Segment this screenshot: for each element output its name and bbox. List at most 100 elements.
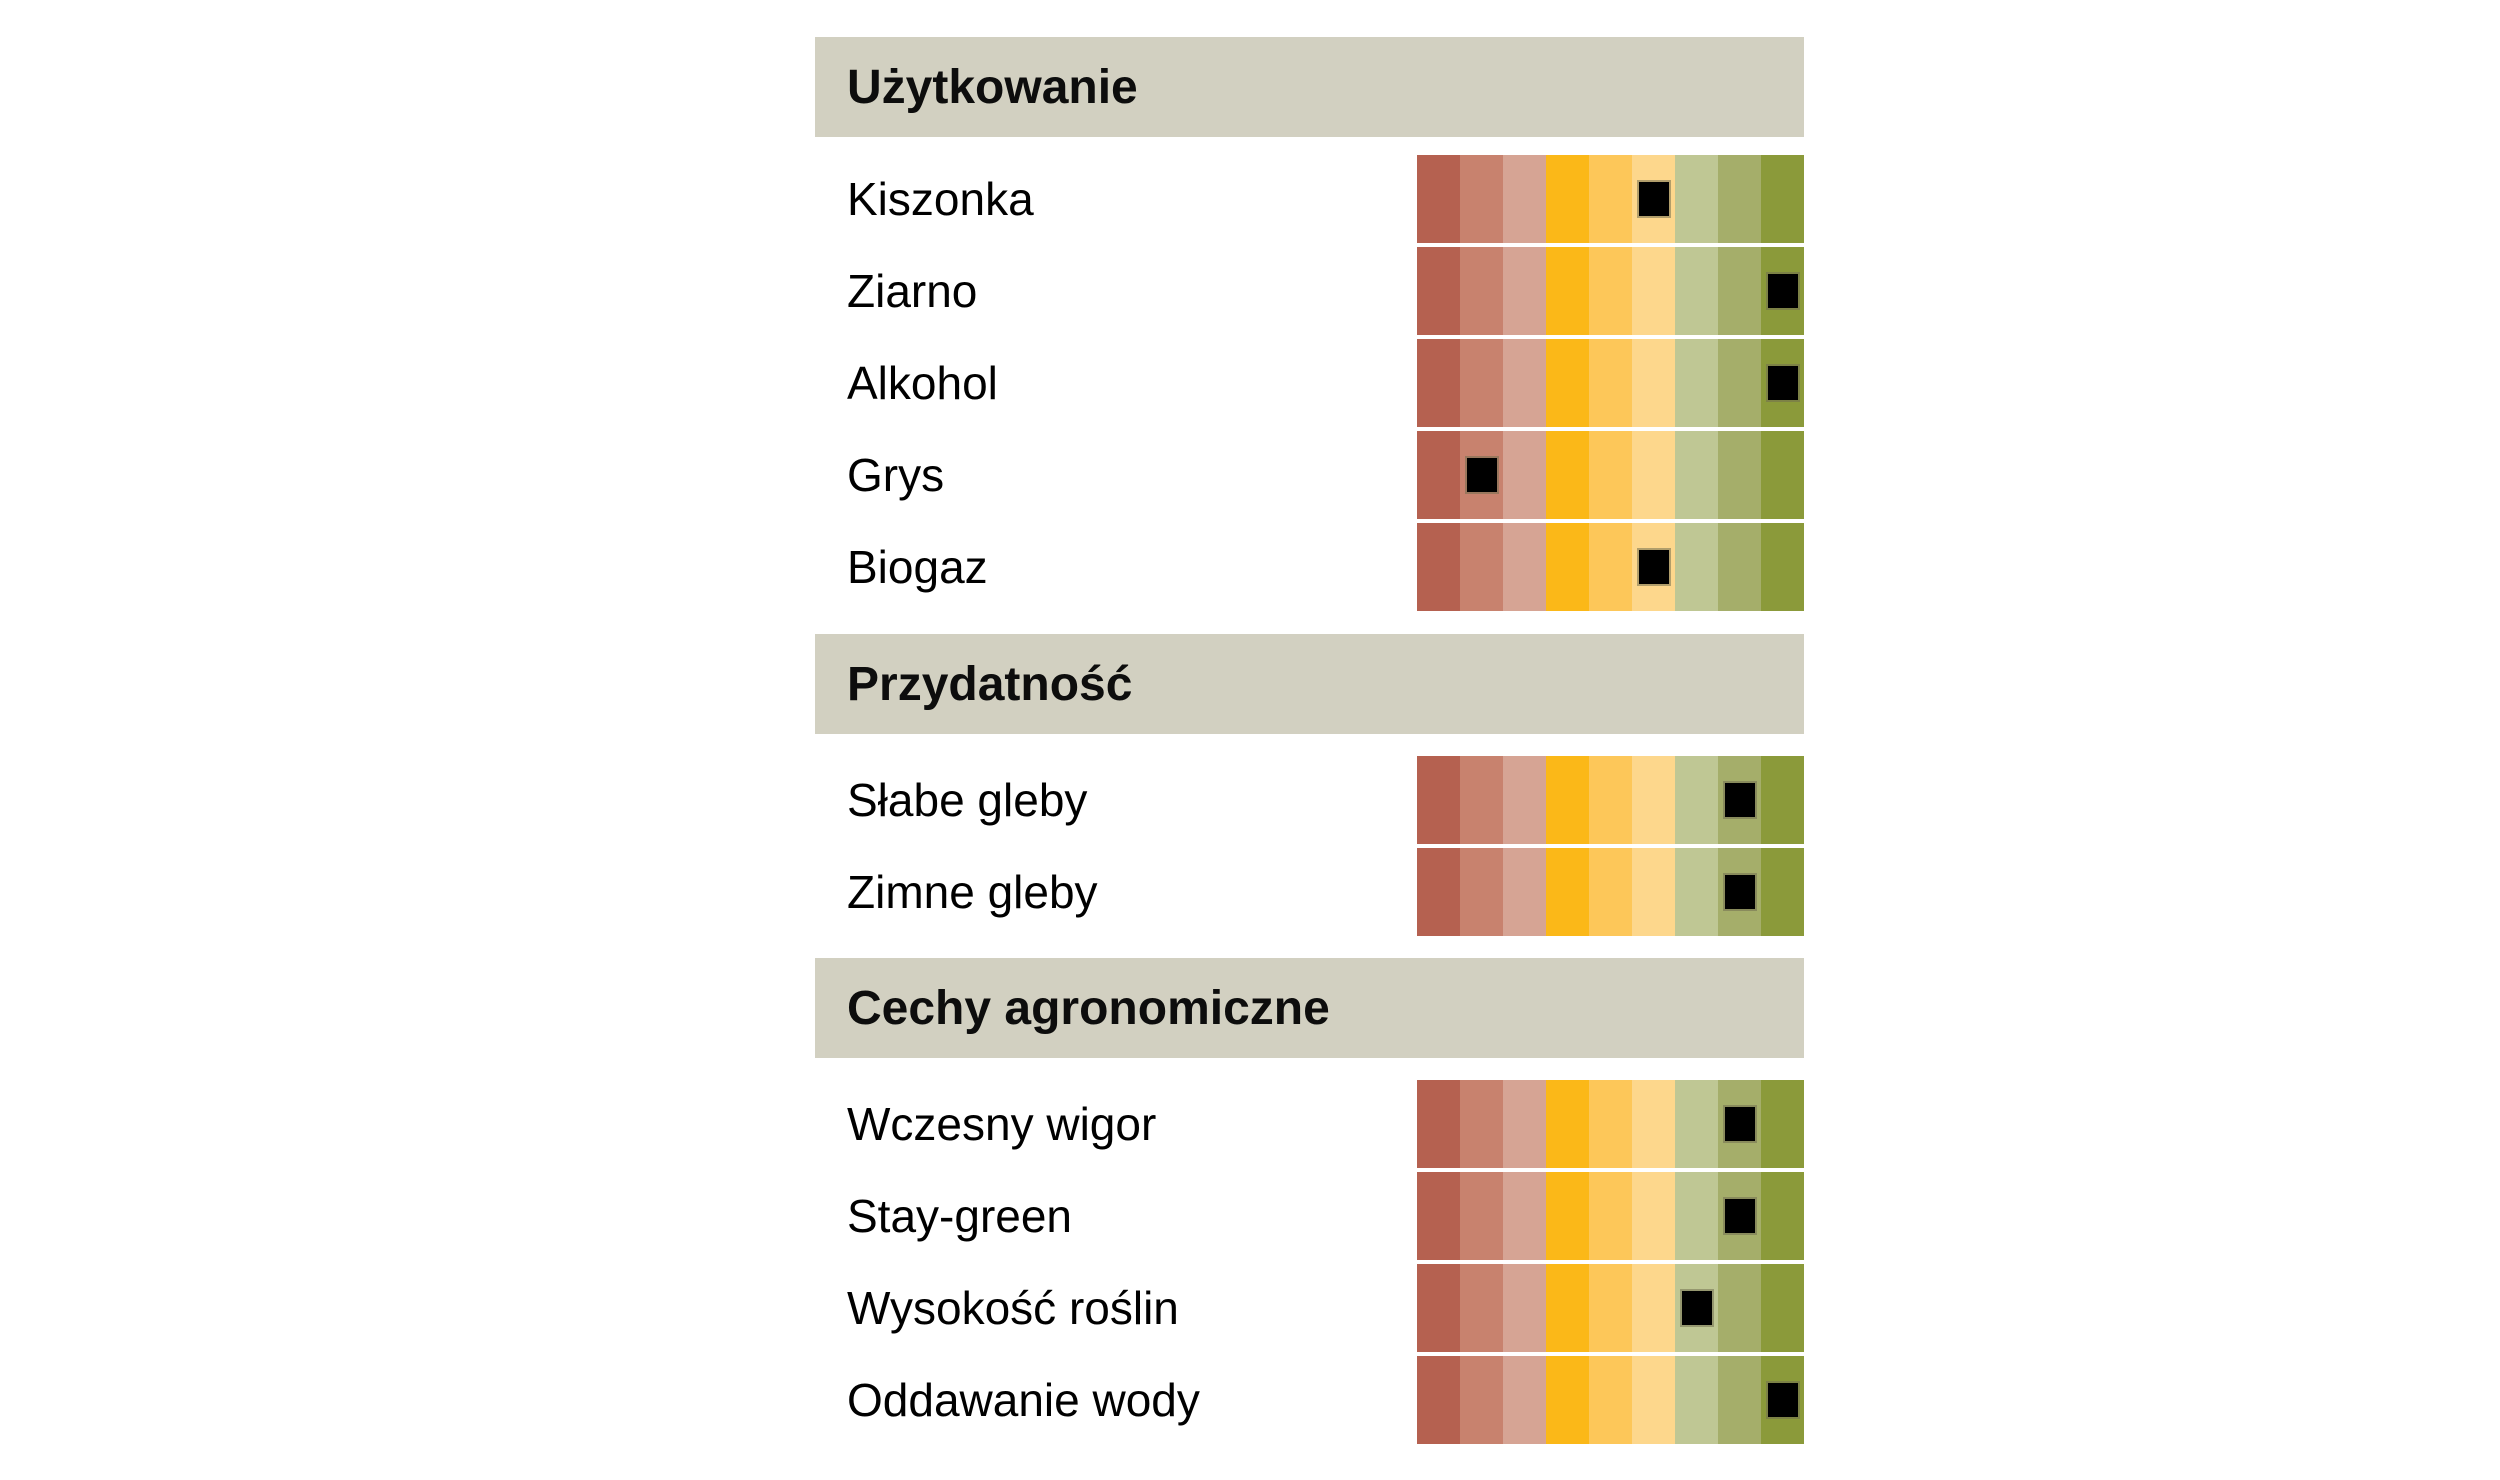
rating-segment-1 xyxy=(1417,848,1460,936)
rating-segment-3 xyxy=(1503,431,1546,519)
rating-segment-5 xyxy=(1589,756,1632,844)
rating-segment-6 xyxy=(1632,1264,1675,1352)
rating-segment-9 xyxy=(1761,756,1804,844)
rating-segment-2 xyxy=(1460,1080,1503,1168)
rating-segment-4 xyxy=(1546,848,1589,936)
rating-row: Wysokość roślin xyxy=(815,1264,1804,1352)
rating-segment-5 xyxy=(1589,339,1632,427)
rating-marker xyxy=(1724,1107,1755,1141)
rating-segment-4 xyxy=(1546,756,1589,844)
rating-segment-5 xyxy=(1589,431,1632,519)
rating-segment-9 xyxy=(1761,155,1804,243)
rating-segment-1 xyxy=(1417,523,1460,611)
rating-segment-5 xyxy=(1589,1264,1632,1352)
rating-marker xyxy=(1638,182,1669,216)
rating-chart: Użytkowanie Kiszonka Ziarno Alkohol Grys Biog… xyxy=(815,0,1804,1480)
rating-segment-8 xyxy=(1718,339,1761,427)
rating-scale-bar xyxy=(1417,155,1804,243)
rating-marker xyxy=(1724,783,1755,817)
rating-row: Ziarno xyxy=(815,247,1804,335)
rating-scale-bar xyxy=(1417,1080,1804,1168)
rating-segment-3 xyxy=(1503,155,1546,243)
rating-segment-9 xyxy=(1761,1080,1804,1168)
rating-segment-7 xyxy=(1675,431,1718,519)
rating-marker xyxy=(1767,366,1798,400)
rating-segment-1 xyxy=(1417,247,1460,335)
section-title: Przydatność xyxy=(847,657,1133,711)
rating-segment-5 xyxy=(1589,1172,1632,1260)
rating-segment-1 xyxy=(1417,1172,1460,1260)
section-header: Przydatność xyxy=(815,634,1804,734)
rating-segment-7 xyxy=(1675,247,1718,335)
rating-marker xyxy=(1767,274,1798,308)
rating-segment-3 xyxy=(1503,247,1546,335)
rating-segment-3 xyxy=(1503,756,1546,844)
rating-segment-4 xyxy=(1546,431,1589,519)
rating-segment-4 xyxy=(1546,155,1589,243)
rating-segment-7 xyxy=(1675,848,1718,936)
rating-segment-5 xyxy=(1589,155,1632,243)
rating-segment-7 xyxy=(1675,1356,1718,1444)
rating-scale-bar xyxy=(1417,756,1804,844)
rating-segment-2 xyxy=(1460,523,1503,611)
rating-segment-6 xyxy=(1632,431,1675,519)
rating-row: Oddawanie wody xyxy=(815,1356,1804,1444)
rating-row: Biogaz xyxy=(815,523,1804,611)
rating-segment-2 xyxy=(1460,1172,1503,1260)
rating-segment-1 xyxy=(1417,155,1460,243)
row-label: Kiszonka xyxy=(847,173,1034,225)
rating-segment-2 xyxy=(1460,1264,1503,1352)
rating-scale-bar xyxy=(1417,1264,1804,1352)
rating-segment-6 xyxy=(1632,339,1675,427)
rating-segment-9 xyxy=(1761,523,1804,611)
rating-row: Kiszonka xyxy=(815,155,1804,243)
section-header: Cechy agronomiczne xyxy=(815,958,1804,1058)
rating-segment-3 xyxy=(1503,523,1546,611)
rating-segment-7 xyxy=(1675,523,1718,611)
rating-segment-8 xyxy=(1718,1356,1761,1444)
rating-segment-2 xyxy=(1460,339,1503,427)
row-label: Alkohol xyxy=(847,357,998,409)
rating-segment-8 xyxy=(1718,1264,1761,1352)
rating-segment-3 xyxy=(1503,848,1546,936)
rating-segment-4 xyxy=(1546,1080,1589,1168)
rating-segment-5 xyxy=(1589,848,1632,936)
rating-segment-5 xyxy=(1589,523,1632,611)
rating-segment-2 xyxy=(1460,848,1503,936)
rating-segment-6 xyxy=(1632,756,1675,844)
rating-scale-bar xyxy=(1417,247,1804,335)
rating-segment-4 xyxy=(1546,523,1589,611)
rating-marker xyxy=(1466,458,1497,492)
rating-segment-7 xyxy=(1675,1172,1718,1260)
rating-segment-8 xyxy=(1718,523,1761,611)
rating-scale-bar xyxy=(1417,339,1804,427)
rating-segment-9 xyxy=(1761,848,1804,936)
rating-segment-4 xyxy=(1546,339,1589,427)
rating-segment-7 xyxy=(1675,339,1718,427)
row-label: Słabe gleby xyxy=(847,774,1088,826)
row-label: Grys xyxy=(847,449,945,501)
rating-scale-bar xyxy=(1417,1356,1804,1444)
rating-row: Stay-green xyxy=(815,1172,1804,1260)
rating-row: Wczesny wigor xyxy=(815,1080,1804,1168)
rating-marker xyxy=(1638,550,1669,584)
rating-row: Zimne gleby xyxy=(815,848,1804,936)
row-label: Wczesny wigor xyxy=(847,1098,1157,1150)
rating-segment-7 xyxy=(1675,155,1718,243)
rating-segment-4 xyxy=(1546,1356,1589,1444)
rating-segment-2 xyxy=(1460,247,1503,335)
rating-row: Grys xyxy=(815,431,1804,519)
row-label: Oddawanie wody xyxy=(847,1374,1200,1426)
rating-segment-6 xyxy=(1632,848,1675,936)
rating-segment-9 xyxy=(1761,431,1804,519)
row-label: Wysokość roślin xyxy=(847,1282,1179,1334)
rating-marker xyxy=(1724,875,1755,909)
rating-segment-7 xyxy=(1675,1080,1718,1168)
row-label: Biogaz xyxy=(847,541,988,593)
rating-segment-6 xyxy=(1632,1172,1675,1260)
rating-segment-5 xyxy=(1589,1356,1632,1444)
rating-segment-1 xyxy=(1417,1264,1460,1352)
rating-segment-3 xyxy=(1503,339,1546,427)
section-title: Użytkowanie xyxy=(847,60,1138,114)
